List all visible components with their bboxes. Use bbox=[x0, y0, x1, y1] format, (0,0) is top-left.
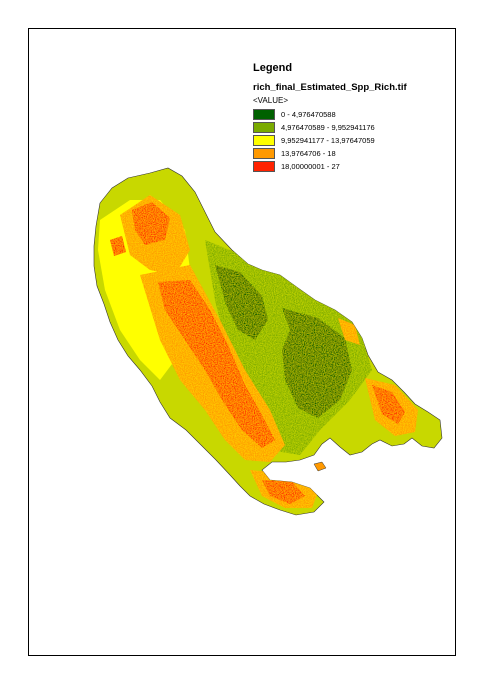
legend-item: 13,9764706 - 18 bbox=[253, 147, 453, 160]
zone-class-5b bbox=[158, 280, 275, 448]
legend-swatch bbox=[253, 122, 275, 133]
legend-label: 4,976470589 - 9,952941176 bbox=[281, 123, 375, 132]
legend-label: 13,9764706 - 18 bbox=[281, 149, 336, 158]
legend-label: 18,00000001 - 27 bbox=[281, 162, 340, 171]
legend-layer-name: rich_final_Estimated_Spp_Rich.tif bbox=[253, 82, 407, 93]
legend-item: 9,952941177 - 13,97647059 bbox=[253, 134, 453, 147]
zone-class-5a bbox=[132, 202, 170, 245]
legend-swatch bbox=[253, 135, 275, 146]
islet bbox=[313, 461, 327, 472]
legend-item: 4,976470589 - 9,952941176 bbox=[253, 121, 453, 134]
legend-field-name: <VALUE> bbox=[253, 96, 288, 105]
zone-class-1 bbox=[215, 265, 268, 340]
legend-label: 0 - 4,976470588 bbox=[281, 110, 336, 119]
zone-class-5d bbox=[372, 385, 405, 424]
zone-class-4e bbox=[338, 318, 360, 345]
island bbox=[93, 167, 443, 516]
legend-class-list: 0 - 4,976470588 4,976470589 - 9,95294117… bbox=[253, 108, 453, 173]
legend-swatch bbox=[253, 109, 275, 120]
zone-class-5e bbox=[110, 236, 126, 256]
zone-class-5c bbox=[262, 480, 305, 504]
legend-title: Legend bbox=[253, 62, 293, 74]
legend-item: 0 - 4,976470588 bbox=[253, 108, 453, 121]
legend-label: 9,952941177 - 13,97647059 bbox=[281, 136, 375, 145]
map-legend: Legend rich_final_Estimated_Spp_Rich.tif… bbox=[253, 62, 453, 173]
legend-swatch bbox=[253, 148, 275, 159]
legend-item: 18,00000001 - 27 bbox=[253, 160, 453, 173]
zone-class-1b bbox=[282, 308, 352, 418]
legend-swatch bbox=[253, 161, 275, 172]
